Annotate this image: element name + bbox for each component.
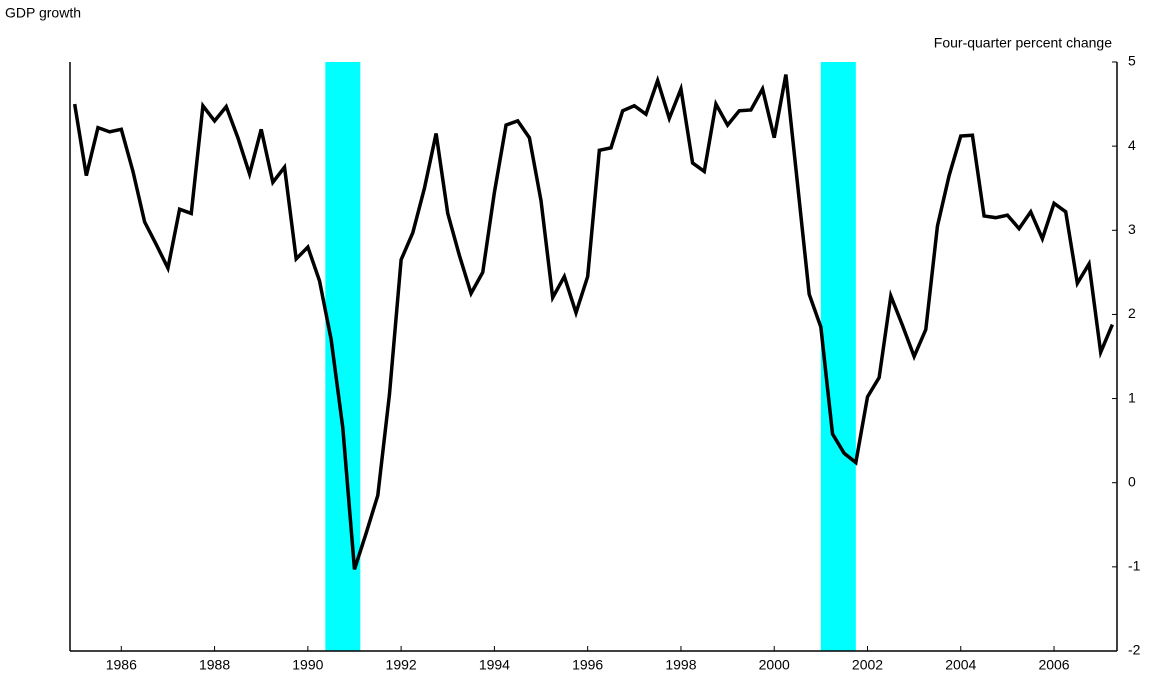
x-tick-label: 1996 bbox=[572, 657, 603, 673]
x-tick-label: 1986 bbox=[106, 657, 137, 673]
x-tick-label: 1990 bbox=[292, 657, 323, 673]
y-tick-label: 0 bbox=[1128, 473, 1136, 489]
y-tick-label: 3 bbox=[1128, 221, 1136, 237]
x-tick-label: 2002 bbox=[852, 657, 883, 673]
x-tick-label: 1992 bbox=[386, 657, 417, 673]
x-tick-label: 1988 bbox=[199, 657, 230, 673]
y-tick-label: 4 bbox=[1128, 137, 1136, 153]
x-tick-label: 1998 bbox=[665, 657, 696, 673]
y-tick-label: -1 bbox=[1128, 558, 1141, 574]
x-tick-label: 2004 bbox=[945, 657, 976, 673]
x-tick-label: 1994 bbox=[479, 657, 510, 673]
x-tick-label: 2006 bbox=[1038, 657, 1069, 673]
recession-band bbox=[820, 62, 856, 651]
y-tick-label: 1 bbox=[1128, 389, 1136, 405]
y-tick-label: 5 bbox=[1128, 53, 1136, 69]
y-tick-label: -2 bbox=[1128, 642, 1141, 658]
x-tick-label: 2000 bbox=[759, 657, 790, 673]
data-line bbox=[72, 74, 1114, 570]
chart-title: GDP growth bbox=[5, 5, 81, 21]
y-axis-label: Four-quarter percent change bbox=[934, 35, 1112, 51]
y-tick-label: 2 bbox=[1128, 305, 1136, 321]
